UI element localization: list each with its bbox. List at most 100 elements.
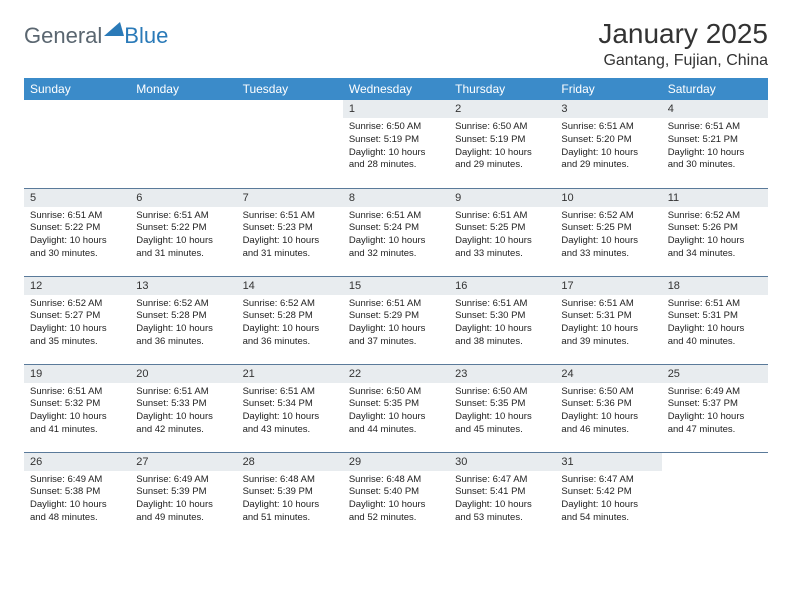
day-header: Wednesday	[343, 78, 449, 100]
day-number: 17	[555, 277, 661, 295]
calendar-week: 19Sunrise: 6:51 AMSunset: 5:32 PMDayligh…	[24, 364, 768, 452]
title-block: January 2025 Gantang, Fujian, China	[598, 18, 768, 70]
day-number: 4	[662, 100, 768, 118]
calendar-cell: 28Sunrise: 6:48 AMSunset: 5:39 PMDayligh…	[237, 452, 343, 540]
calendar-week: 12Sunrise: 6:52 AMSunset: 5:27 PMDayligh…	[24, 276, 768, 364]
calendar-cell: 18Sunrise: 6:51 AMSunset: 5:31 PMDayligh…	[662, 276, 768, 364]
day-content: Sunrise: 6:51 AMSunset: 5:30 PMDaylight:…	[449, 295, 555, 352]
day-header: Sunday	[24, 78, 130, 100]
day-content: Sunrise: 6:47 AMSunset: 5:41 PMDaylight:…	[449, 471, 555, 528]
calendar-cell: 31Sunrise: 6:47 AMSunset: 5:42 PMDayligh…	[555, 452, 661, 540]
day-content: Sunrise: 6:52 AMSunset: 5:27 PMDaylight:…	[24, 295, 130, 352]
day-number: 20	[130, 365, 236, 383]
day-content: Sunrise: 6:51 AMSunset: 5:33 PMDaylight:…	[130, 383, 236, 440]
day-content: Sunrise: 6:51 AMSunset: 5:22 PMDaylight:…	[130, 207, 236, 264]
day-content: Sunrise: 6:50 AMSunset: 5:36 PMDaylight:…	[555, 383, 661, 440]
day-number: 18	[662, 277, 768, 295]
day-number: 7	[237, 189, 343, 207]
day-number: 19	[24, 365, 130, 383]
calendar-cell: 26Sunrise: 6:49 AMSunset: 5:38 PMDayligh…	[24, 452, 130, 540]
calendar-cell: 23Sunrise: 6:50 AMSunset: 5:35 PMDayligh…	[449, 364, 555, 452]
day-content: Sunrise: 6:50 AMSunset: 5:19 PMDaylight:…	[343, 118, 449, 175]
calendar-week: 5Sunrise: 6:51 AMSunset: 5:22 PMDaylight…	[24, 188, 768, 276]
day-content: Sunrise: 6:50 AMSunset: 5:19 PMDaylight:…	[449, 118, 555, 175]
day-content: Sunrise: 6:52 AMSunset: 5:28 PMDaylight:…	[130, 295, 236, 352]
day-content: Sunrise: 6:47 AMSunset: 5:42 PMDaylight:…	[555, 471, 661, 528]
calendar-cell: 17Sunrise: 6:51 AMSunset: 5:31 PMDayligh…	[555, 276, 661, 364]
logo-text-general: General	[24, 23, 102, 49]
calendar-cell	[662, 452, 768, 540]
day-number: 1	[343, 100, 449, 118]
calendar-cell: 10Sunrise: 6:52 AMSunset: 5:25 PMDayligh…	[555, 188, 661, 276]
day-header: Friday	[555, 78, 661, 100]
day-content: Sunrise: 6:51 AMSunset: 5:22 PMDaylight:…	[24, 207, 130, 264]
calendar-week: 1Sunrise: 6:50 AMSunset: 5:19 PMDaylight…	[24, 100, 768, 188]
day-content: Sunrise: 6:51 AMSunset: 5:29 PMDaylight:…	[343, 295, 449, 352]
day-number: 31	[555, 453, 661, 471]
calendar-header-row: SundayMondayTuesdayWednesdayThursdayFrid…	[24, 78, 768, 100]
day-number: 3	[555, 100, 661, 118]
calendar-cell: 8Sunrise: 6:51 AMSunset: 5:24 PMDaylight…	[343, 188, 449, 276]
day-number: 16	[449, 277, 555, 295]
day-content: Sunrise: 6:51 AMSunset: 5:25 PMDaylight:…	[449, 207, 555, 264]
calendar-cell: 12Sunrise: 6:52 AMSunset: 5:27 PMDayligh…	[24, 276, 130, 364]
day-content: Sunrise: 6:51 AMSunset: 5:32 PMDaylight:…	[24, 383, 130, 440]
calendar-body: 1Sunrise: 6:50 AMSunset: 5:19 PMDaylight…	[24, 100, 768, 540]
calendar-cell	[237, 100, 343, 188]
day-number: 24	[555, 365, 661, 383]
calendar-cell: 1Sunrise: 6:50 AMSunset: 5:19 PMDaylight…	[343, 100, 449, 188]
calendar-cell: 16Sunrise: 6:51 AMSunset: 5:30 PMDayligh…	[449, 276, 555, 364]
day-header: Thursday	[449, 78, 555, 100]
day-content: Sunrise: 6:51 AMSunset: 5:31 PMDaylight:…	[555, 295, 661, 352]
day-content: Sunrise: 6:52 AMSunset: 5:28 PMDaylight:…	[237, 295, 343, 352]
day-number: 8	[343, 189, 449, 207]
day-content: Sunrise: 6:48 AMSunset: 5:40 PMDaylight:…	[343, 471, 449, 528]
day-number: 10	[555, 189, 661, 207]
calendar-cell: 3Sunrise: 6:51 AMSunset: 5:20 PMDaylight…	[555, 100, 661, 188]
day-content: Sunrise: 6:51 AMSunset: 5:31 PMDaylight:…	[662, 295, 768, 352]
calendar-cell	[24, 100, 130, 188]
day-content: Sunrise: 6:50 AMSunset: 5:35 PMDaylight:…	[343, 383, 449, 440]
day-number: 22	[343, 365, 449, 383]
day-number: 6	[130, 189, 236, 207]
day-content: Sunrise: 6:51 AMSunset: 5:20 PMDaylight:…	[555, 118, 661, 175]
day-number: 11	[662, 189, 768, 207]
day-number: 23	[449, 365, 555, 383]
calendar-cell: 2Sunrise: 6:50 AMSunset: 5:19 PMDaylight…	[449, 100, 555, 188]
day-header: Monday	[130, 78, 236, 100]
calendar-cell: 7Sunrise: 6:51 AMSunset: 5:23 PMDaylight…	[237, 188, 343, 276]
calendar-cell: 15Sunrise: 6:51 AMSunset: 5:29 PMDayligh…	[343, 276, 449, 364]
day-number: 29	[343, 453, 449, 471]
calendar-cell: 25Sunrise: 6:49 AMSunset: 5:37 PMDayligh…	[662, 364, 768, 452]
day-content: Sunrise: 6:51 AMSunset: 5:23 PMDaylight:…	[237, 207, 343, 264]
day-number: 12	[24, 277, 130, 295]
calendar-page: General Blue January 2025 Gantang, Fujia…	[0, 0, 792, 558]
calendar-cell: 13Sunrise: 6:52 AMSunset: 5:28 PMDayligh…	[130, 276, 236, 364]
calendar-cell: 20Sunrise: 6:51 AMSunset: 5:33 PMDayligh…	[130, 364, 236, 452]
day-number: 27	[130, 453, 236, 471]
calendar-cell: 9Sunrise: 6:51 AMSunset: 5:25 PMDaylight…	[449, 188, 555, 276]
day-number: 26	[24, 453, 130, 471]
day-number: 9	[449, 189, 555, 207]
day-content: Sunrise: 6:51 AMSunset: 5:21 PMDaylight:…	[662, 118, 768, 175]
calendar-week: 26Sunrise: 6:49 AMSunset: 5:38 PMDayligh…	[24, 452, 768, 540]
calendar-cell: 29Sunrise: 6:48 AMSunset: 5:40 PMDayligh…	[343, 452, 449, 540]
day-number: 13	[130, 277, 236, 295]
day-content: Sunrise: 6:49 AMSunset: 5:38 PMDaylight:…	[24, 471, 130, 528]
calendar-table: SundayMondayTuesdayWednesdayThursdayFrid…	[24, 78, 768, 540]
calendar-cell: 19Sunrise: 6:51 AMSunset: 5:32 PMDayligh…	[24, 364, 130, 452]
calendar-cell: 22Sunrise: 6:50 AMSunset: 5:35 PMDayligh…	[343, 364, 449, 452]
day-number: 5	[24, 189, 130, 207]
day-number: 15	[343, 277, 449, 295]
calendar-cell	[130, 100, 236, 188]
day-number: 30	[449, 453, 555, 471]
day-number: 25	[662, 365, 768, 383]
calendar-cell: 4Sunrise: 6:51 AMSunset: 5:21 PMDaylight…	[662, 100, 768, 188]
day-content: Sunrise: 6:52 AMSunset: 5:26 PMDaylight:…	[662, 207, 768, 264]
day-number: 2	[449, 100, 555, 118]
calendar-cell: 21Sunrise: 6:51 AMSunset: 5:34 PMDayligh…	[237, 364, 343, 452]
day-content: Sunrise: 6:52 AMSunset: 5:25 PMDaylight:…	[555, 207, 661, 264]
day-content: Sunrise: 6:49 AMSunset: 5:37 PMDaylight:…	[662, 383, 768, 440]
logo-triangle-icon	[104, 22, 124, 41]
calendar-cell: 5Sunrise: 6:51 AMSunset: 5:22 PMDaylight…	[24, 188, 130, 276]
